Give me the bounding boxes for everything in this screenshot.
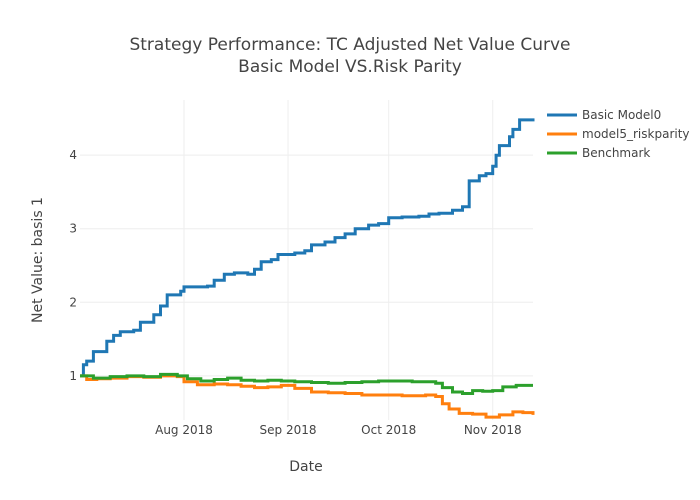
chart-title: Strategy Performance: TC Adjusted Net Va… bbox=[129, 35, 570, 77]
x-axis-ticks: Aug 2018 Sep 2018 Oct 2018 Nov 2018 bbox=[155, 423, 522, 437]
legend-item[interactable]: Basic Model0 bbox=[547, 108, 661, 122]
legend[interactable]: Basic Model0 model5_riskparity Benchmark bbox=[547, 108, 690, 160]
legend-label: Basic Model0 bbox=[582, 108, 661, 122]
legend-item[interactable]: model5_riskparity bbox=[547, 127, 690, 141]
grid bbox=[80, 100, 533, 420]
y-tick-label: 2 bbox=[69, 295, 77, 309]
y-axis-title: Net Value: basis 1 bbox=[30, 197, 46, 323]
legend-item[interactable]: Benchmark bbox=[547, 146, 650, 160]
legend-label: model5_riskparity bbox=[582, 127, 690, 141]
x-tick-label: Sep 2018 bbox=[260, 423, 317, 437]
x-tick-label: Oct 2018 bbox=[361, 423, 416, 437]
y-tick-label: 4 bbox=[69, 148, 77, 162]
legend-label: Benchmark bbox=[582, 146, 650, 160]
y-tick-label: 3 bbox=[69, 222, 77, 236]
series-lines bbox=[80, 118, 535, 419]
y-axis-ticks: 1 2 3 4 bbox=[69, 148, 77, 383]
chart-title-line-1: Strategy Performance: TC Adjusted Net Va… bbox=[129, 35, 570, 55]
y-tick-label: 1 bbox=[69, 369, 77, 383]
series-line-basic-model0[interactable] bbox=[80, 118, 535, 378]
x-tick-label: Nov 2018 bbox=[464, 423, 522, 437]
series-line-benchmark[interactable] bbox=[80, 372, 533, 395]
x-axis-title: Date bbox=[289, 459, 322, 475]
x-tick-label: Aug 2018 bbox=[155, 423, 213, 437]
chart-title-line-2: Basic Model VS.Risk Parity bbox=[238, 57, 462, 77]
